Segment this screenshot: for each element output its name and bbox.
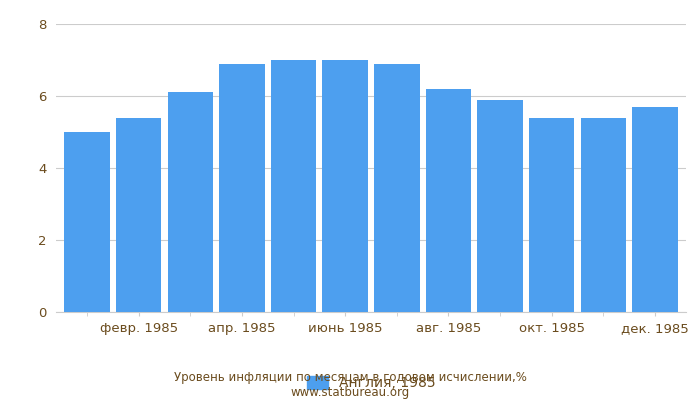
Bar	[529, 118, 575, 312]
Bar	[167, 92, 213, 312]
Text: www.statbureau.org: www.statbureau.org	[290, 386, 410, 399]
Bar	[581, 118, 626, 312]
Bar	[271, 60, 316, 312]
Bar	[323, 60, 368, 312]
Bar	[426, 89, 471, 312]
Bar	[116, 118, 161, 312]
Legend: Англия, 1985: Англия, 1985	[301, 371, 441, 396]
Bar	[374, 64, 419, 312]
Bar	[64, 132, 110, 312]
Text: Уровень инфляции по месяцам в годовом исчислении,%: Уровень инфляции по месяцам в годовом ис…	[174, 372, 526, 384]
Bar	[219, 64, 265, 312]
Bar	[632, 107, 678, 312]
Bar	[477, 100, 523, 312]
